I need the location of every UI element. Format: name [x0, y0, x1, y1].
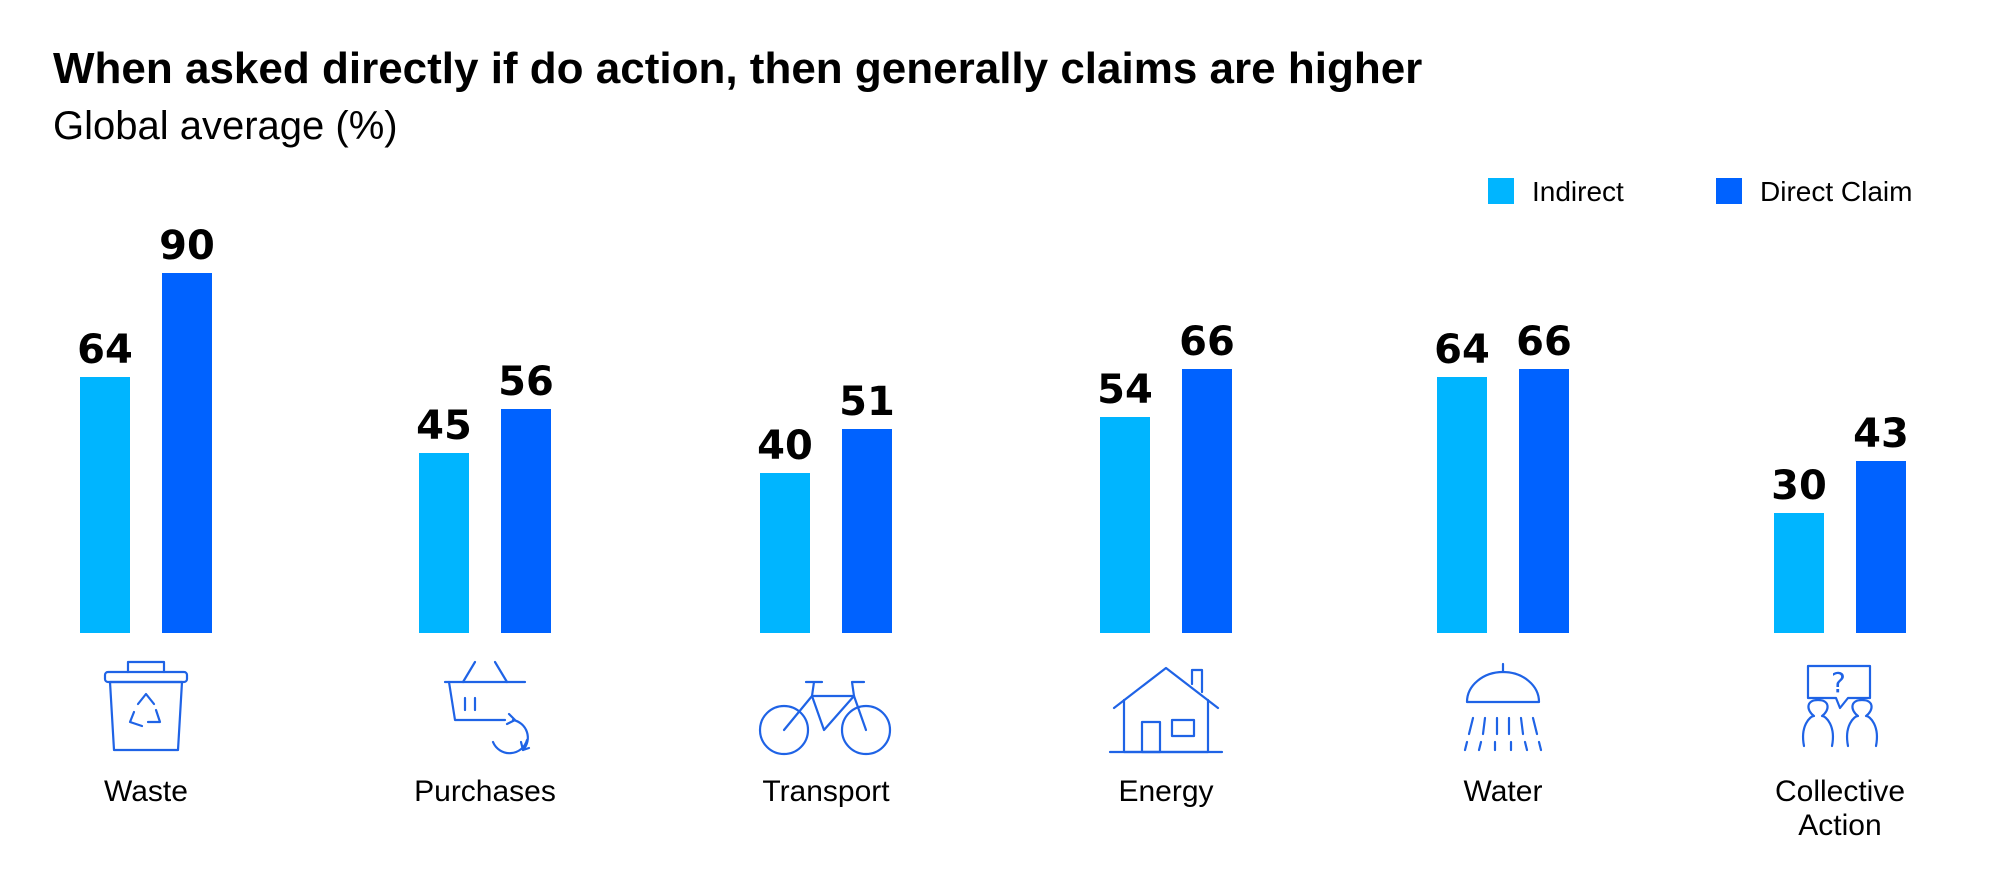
category-label-transport: Transport	[762, 775, 890, 808]
value-label-indirect-water: 64	[1434, 327, 1490, 373]
bar-indirect-waste	[80, 377, 130, 633]
value-label-indirect-energy: 54	[1097, 367, 1153, 413]
value-label-indirect-transport: 40	[757, 423, 813, 469]
basket-recycle-icon	[443, 660, 531, 755]
bar-direct-claim-water	[1519, 369, 1569, 633]
legend: Indirect Direct Claim	[1488, 176, 1912, 207]
value-label-direct-claim-energy: 66	[1179, 319, 1235, 365]
value-label-indirect-collective-action: 30	[1771, 463, 1827, 509]
bicycle-icon	[758, 680, 892, 756]
value-label-indirect-waste: 64	[77, 327, 133, 373]
people-question-icon: ?	[1802, 664, 1878, 748]
category-label-waste: Waste	[104, 775, 188, 808]
category-label-collective-action: Collective Action	[1775, 775, 1905, 842]
value-label-direct-claim-transport: 51	[839, 379, 895, 425]
chart-title: When asked directly if do action, then g…	[53, 44, 1423, 93]
legend-swatch-direct-claim	[1716, 178, 1742, 204]
value-label-direct-claim-purchases: 56	[498, 359, 554, 405]
value-label-direct-claim-water: 66	[1516, 319, 1572, 365]
bar-direct-claim-energy	[1182, 369, 1232, 633]
category-icons: ?	[103, 660, 1878, 756]
bar-indirect-collective-action	[1774, 513, 1824, 633]
bar-direct-claim-purchases	[501, 409, 551, 633]
category-label-purchases: Purchases	[414, 775, 556, 808]
legend-label-direct-claim: Direct Claim	[1760, 176, 1912, 207]
svg-text:?: ?	[1831, 666, 1846, 699]
bar-direct-claim-collective-action	[1856, 461, 1906, 633]
chart-subtitle: Global average (%)	[53, 104, 398, 148]
house-icon	[1108, 666, 1224, 754]
bar-indirect-water	[1437, 377, 1487, 633]
category-label-water: Water	[1464, 775, 1543, 808]
bar-indirect-energy	[1100, 417, 1150, 633]
bar-indirect-transport	[760, 473, 810, 633]
bar-direct-claim-waste	[162, 273, 212, 633]
value-label-indirect-purchases: 45	[416, 403, 472, 449]
legend-label-indirect: Indirect	[1532, 176, 1624, 207]
shower-icon	[1463, 662, 1543, 752]
category-label-energy: Energy	[1118, 775, 1213, 808]
bars-group: 64 90 45 56 40 51 54 66 64 66 30 43	[77, 223, 1909, 633]
bar-indirect-purchases	[419, 453, 469, 633]
value-label-direct-claim-collective-action: 43	[1853, 411, 1909, 457]
value-label-direct-claim-waste: 90	[159, 223, 215, 269]
category-labels: Waste Purchases Transport Energy Water Collec…	[104, 775, 1905, 842]
recycling-bin-icon	[103, 660, 189, 752]
bar-direct-claim-transport	[842, 429, 892, 633]
legend-swatch-indirect	[1488, 178, 1514, 204]
